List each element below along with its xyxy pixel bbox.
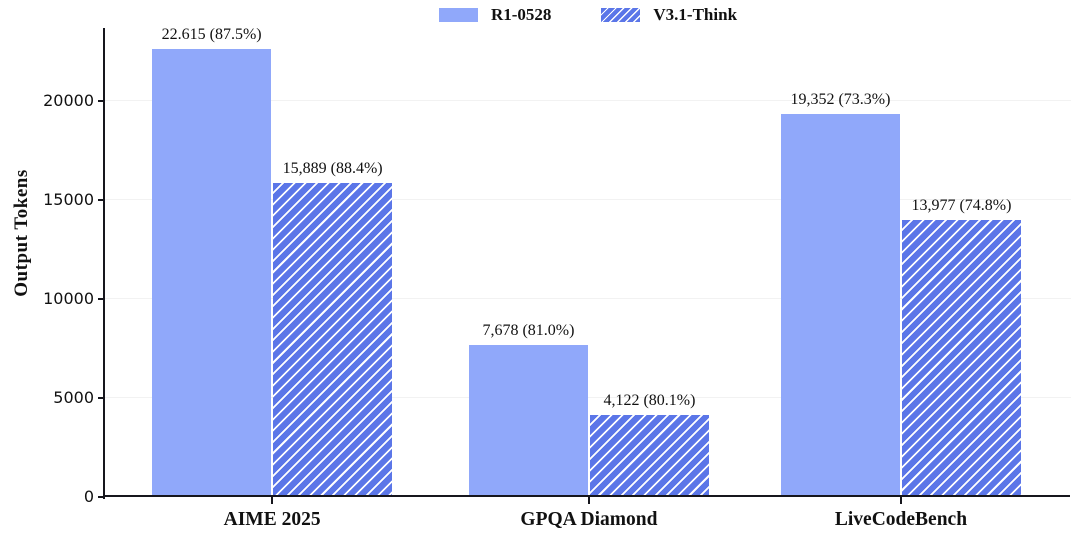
x-tick-3: [899, 497, 902, 504]
bar-r1-0528-aime-2025: [152, 49, 272, 497]
bar-v3.1-think-aime-2025: [273, 182, 393, 497]
y-tick-0: [98, 496, 105, 498]
gridline-5000: [105, 397, 1071, 399]
y-tick-label-0: 0: [83, 487, 94, 506]
y-tick-20000: [98, 100, 105, 103]
y-tick-label-20000: 20000: [43, 91, 94, 111]
x-axis-line: [103, 495, 1070, 497]
legend-swatch-solid: [438, 8, 478, 22]
legend-swatch-hatched: [601, 8, 641, 22]
y-tick-label-10000: 10000: [43, 289, 94, 309]
bar-r1-0528-livecodebench: [780, 114, 900, 497]
bar-v3.1-think-gpqa-diamond: [589, 415, 709, 497]
y-tick-label-5000: 5000: [53, 388, 94, 408]
bar-value-label: 7,678 (81.0%): [482, 322, 575, 340]
legend-label-v31-think: V3.1-Think: [653, 5, 738, 24]
bar-value-label: 22.615 (87.5%): [161, 26, 262, 44]
bar-value-label: 13,977 (74.8%): [911, 197, 1012, 215]
y-tick-5000: [98, 397, 105, 400]
legend-item-r1-0528: R1-0528: [438, 5, 552, 25]
bar-r1-0528-gpqa-diamond: [468, 345, 588, 497]
legend-label-r1-0528: R1-0528: [490, 5, 552, 24]
x-tick-1: [271, 497, 274, 504]
gridline-20000: [105, 100, 1071, 102]
y-tick-label-15000: 15000: [43, 190, 94, 210]
gridline-10000: [105, 298, 1071, 300]
plot-area: 0 5000 10000 15000 20000 22.615 (87.5%) 15,889…: [43, 26, 1071, 530]
legend-item-v31-think: V3.1-Think: [601, 5, 737, 25]
y-axis-title: Output Tokens: [11, 169, 32, 297]
bar-value-label: 4,122 (80.1%): [603, 392, 696, 410]
bar-value-label: 15,889 (88.4%): [282, 159, 383, 177]
x-category-label: AIME 2025: [223, 509, 321, 530]
bar-value-label: 19,352 (73.3%): [790, 91, 891, 109]
x-category-label: LiveCodeBench: [834, 509, 968, 530]
y-axis-line: [103, 28, 105, 499]
x-category-label: GPQA Diamond: [520, 509, 658, 530]
y-tick-10000: [98, 298, 105, 301]
y-tick-15000: [98, 199, 105, 202]
chart-legend: R1-0528 V3.1-Think: [105, 3, 1071, 27]
gridline-15000: [105, 199, 1071, 201]
x-tick-2: [587, 497, 590, 504]
bar-v3.1-think-livecodebench: [901, 220, 1021, 497]
